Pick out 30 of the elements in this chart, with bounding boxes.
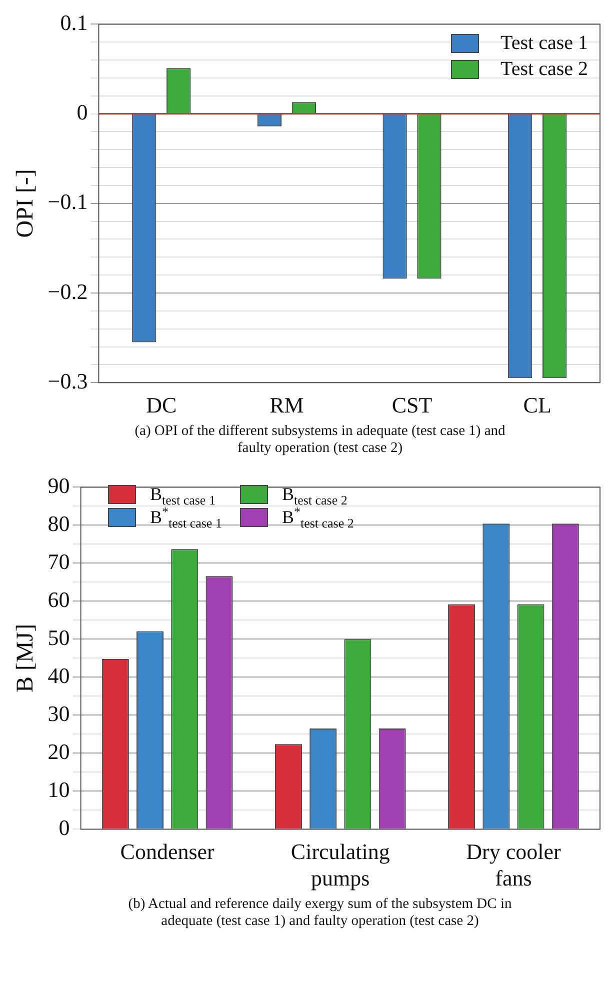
text: (a) OPI of the different subsystems in adequate (test case 1) and faulty operation (test case 2) (134, 423, 506, 457)
x-tick-label: Circulating pumps (290, 839, 390, 891)
x-tick-label: DC (146, 392, 177, 418)
y-tick-label: −0.2 (48, 278, 88, 304)
y-tick-label: 0.1 (60, 10, 88, 35)
x-tick-label: CST (392, 392, 433, 418)
y-tick-label: 90 (48, 472, 70, 498)
y-tick-label: 80 (48, 510, 70, 536)
x-tick-label: Condenser (120, 839, 216, 864)
legend-label: Test case 1 (500, 31, 588, 56)
y-tick-label: 10 (48, 776, 70, 802)
y-tick-label: −0.1 (48, 189, 88, 214)
y-tick-label: 20 (48, 738, 70, 764)
y-tick-label: 50 (48, 624, 70, 650)
x-tick-label: Dry cooler fans (466, 839, 562, 891)
y-tick-label: 60 (48, 586, 70, 612)
y-axis-title: B [MJ] (12, 624, 39, 693)
y-tick-label: 0 (76, 100, 88, 125)
legend-label: B$_{test case 2}$ (282, 484, 348, 508)
y-tick-label: 0 (58, 814, 70, 840)
x-tick-label: RM (270, 392, 304, 418)
legend-label: Test case 2 (500, 57, 588, 82)
x-tick-label: CL (523, 392, 552, 418)
text: (b) Actual and reference daily exergy sum of the subsystem DC in adequate (test case 1) and faulty operation (test case 2) (127, 896, 513, 930)
y-tick-label: −0.3 (48, 368, 88, 394)
legend-label: B$_{test case 1}$ (150, 484, 216, 508)
y-tick-label: 40 (48, 662, 70, 688)
y-tick-label: 30 (48, 700, 70, 726)
y-axis-title: OPI [-] (12, 169, 39, 238)
y-tick-label: 70 (48, 548, 70, 574)
